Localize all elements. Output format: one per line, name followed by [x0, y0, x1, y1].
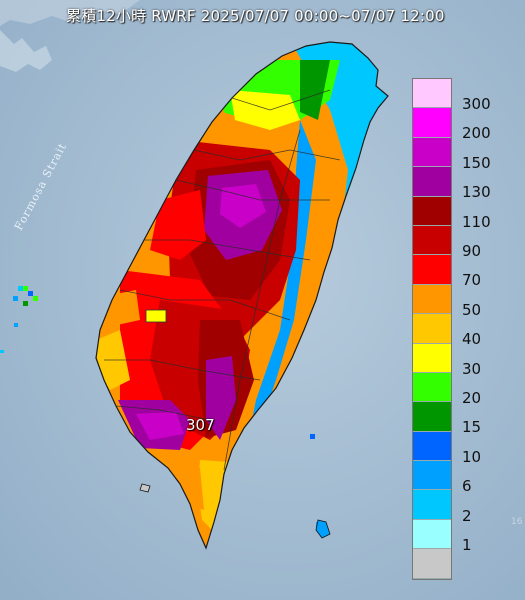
legend-swatch — [413, 372, 451, 403]
legend-label: 2 — [462, 506, 472, 525]
legend-swatch — [413, 402, 451, 432]
legend-swatch — [413, 255, 451, 285]
legend-swatch — [413, 461, 451, 491]
legend-label: 6 — [462, 477, 472, 496]
china-coast — [0, 0, 140, 72]
legend-swatch — [413, 490, 451, 520]
legend-swatch — [413, 284, 451, 315]
legend-label: 1 — [462, 536, 472, 554]
legend-label: 70 — [462, 271, 482, 290]
color-legend — [412, 78, 452, 580]
peak-value-label: 307 — [186, 416, 215, 434]
legend-swatch — [413, 549, 451, 579]
legend-label: 300 — [462, 95, 491, 113]
offshore-islands — [139, 483, 331, 539]
legend-swatch — [413, 79, 451, 109]
legend-label: 110 — [462, 212, 491, 231]
legend-swatch — [413, 137, 451, 168]
legend-label: 40 — [462, 330, 482, 349]
county-boundaries — [104, 89, 341, 471]
map-title: 累積12小時 RWRF 2025/07/07 00:00~07/07 12:00 — [66, 7, 445, 25]
legend-label: 30 — [462, 359, 482, 378]
legend-swatch — [413, 167, 451, 197]
legend-label: 50 — [462, 300, 482, 319]
legend-swatch — [413, 343, 451, 373]
legend-swatch — [413, 431, 451, 462]
edge-label: 16 — [511, 517, 523, 527]
legend-label: 90 — [462, 242, 482, 260]
legend-label: 130 — [462, 183, 491, 202]
legend-swatch — [413, 519, 451, 550]
legend-swatch — [413, 225, 451, 256]
island-outline — [95, 41, 389, 550]
legend-swatch — [413, 108, 451, 138]
legend-label: 20 — [462, 389, 482, 407]
legend-swatch — [413, 314, 451, 344]
legend-label: 150 — [462, 153, 491, 172]
legend-swatch — [413, 196, 451, 226]
legend-label: 200 — [462, 124, 491, 143]
legend-label: 15 — [462, 418, 482, 437]
legend-label: 10 — [462, 447, 482, 466]
